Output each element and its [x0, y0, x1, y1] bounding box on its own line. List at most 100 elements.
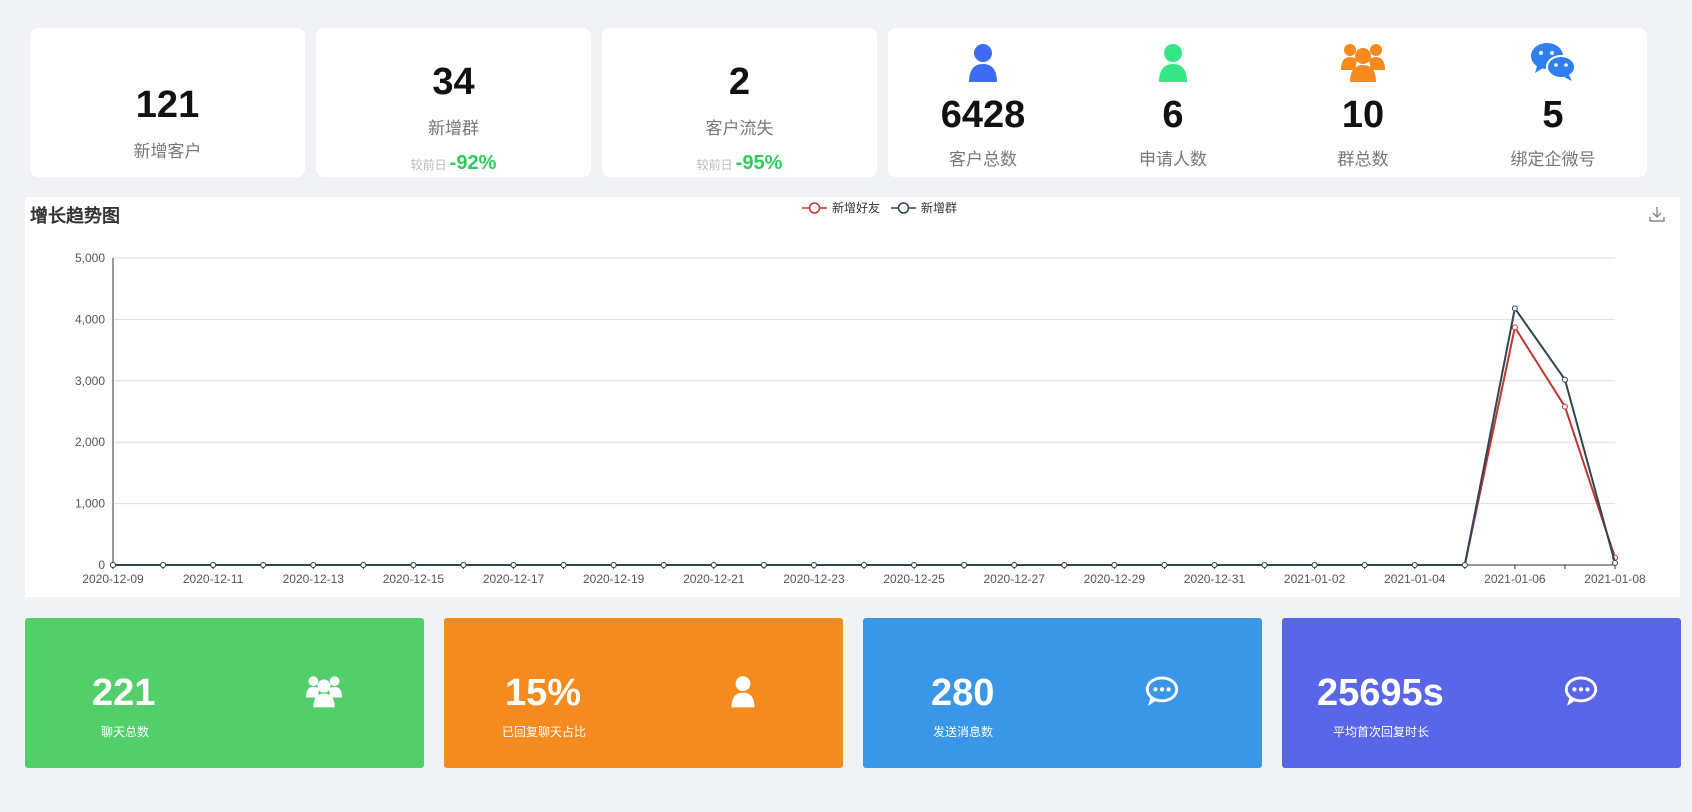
chat-icon: [1564, 676, 1598, 706]
legend-swatch-marker: [897, 202, 910, 214]
legend-label: 新增群: [921, 200, 957, 215]
x-tick-label: 2020-12-25: [883, 572, 945, 586]
user-icon: [1159, 44, 1187, 82]
summary-card: 6428 客户总数 6 申请人数 10 群总数: [888, 28, 1647, 177]
metric-label: 发送消息数: [933, 725, 994, 739]
x-tick-label: 2020-12-21: [683, 572, 745, 586]
series-line: [113, 305, 1616, 566]
summary-label: 群总数: [1337, 150, 1389, 169]
x-tick-label: 2020-12-19: [583, 572, 645, 586]
stat-value: 2: [728, 61, 751, 103]
data-point: [1561, 403, 1568, 410]
metric-avg-first-reply: 25695s 平均首次回复时长: [1282, 618, 1681, 768]
data-point: [961, 562, 968, 568]
y-tick-label: 0: [98, 558, 105, 572]
metric-total-chats: 221 聊天总数: [25, 618, 424, 768]
data-point: [911, 562, 918, 568]
summary-label: 申请人数: [1139, 150, 1207, 169]
summary-value: 10: [1341, 94, 1385, 136]
summary-value: 6: [1162, 94, 1184, 136]
summary-total-groups: 10 群总数: [1268, 28, 1458, 177]
stat-card-new-groups: 34 新增群 较前日 -92%: [316, 28, 591, 177]
stat-label: 新增群: [428, 119, 479, 138]
data-point: [1411, 562, 1418, 568]
summary-total-customers: 6428 客户总数: [888, 28, 1078, 177]
wechat-icon: [1531, 43, 1575, 81]
data-point: [510, 562, 517, 568]
metric-replied-ratio: 15% 已回复聊天占比: [444, 618, 843, 768]
data-point: [1261, 562, 1268, 568]
stat-value: 121: [135, 84, 200, 126]
data-point: [810, 562, 817, 568]
metric-value: 25695s: [1317, 672, 1444, 714]
data-point: [1511, 305, 1518, 312]
summary-applicants: 6 申请人数: [1078, 28, 1268, 177]
data-point: [1461, 562, 1468, 568]
x-tick-label: 2021-01-08: [1584, 572, 1646, 586]
stat-compare: 较前日 -92%: [316, 153, 591, 173]
stat-label: 客户流失: [705, 119, 774, 138]
stat-card-customer-loss: 2 客户流失 较前日 -95%: [602, 28, 877, 177]
download-icon[interactable]: [1648, 205, 1666, 223]
line-chart: 0 1,000 2,000 3,000 4,000 5,000 2020-12-09 2020…: [75, 200, 1646, 586]
data-point: [360, 562, 367, 568]
user-icon: [969, 44, 997, 82]
compare-label: 较前日: [410, 158, 447, 172]
data-point: [310, 562, 317, 568]
stat-compare: 较前日 -95%: [602, 153, 877, 173]
growth-trend-chart-panel: 增长趋势图 0 1,000 2,000 3,000 4,000 5,000 2020-12-…: [25, 197, 1680, 597]
data-point: [210, 562, 217, 568]
metric-value: 15%: [505, 672, 582, 714]
x-tick-label: 2021-01-04: [1384, 572, 1446, 586]
data-point: [460, 562, 467, 568]
summary-bound-wecom: 5 绑定企微号: [1458, 28, 1648, 177]
y-tick-label: 2,000: [75, 435, 105, 449]
group-icon: [1341, 44, 1385, 82]
y-tick-label: 1,000: [75, 497, 105, 511]
group-icon: [306, 676, 342, 708]
compare-value: -92%: [449, 152, 497, 174]
legend-label: 新增好友: [832, 200, 880, 215]
data-point: [160, 562, 167, 568]
x-tick-label: 2021-01-06: [1484, 572, 1546, 586]
data-point: [1061, 562, 1068, 568]
stat-value: 34: [432, 61, 475, 103]
data-point: [1011, 562, 1018, 568]
chat-icon: [1145, 676, 1179, 706]
metric-messages-sent: 280 发送消息数: [863, 618, 1262, 768]
data-point: [710, 562, 717, 568]
metric-value: 280: [931, 672, 995, 714]
x-tick-label: 2020-12-09: [82, 572, 144, 586]
data-point: [1612, 559, 1618, 566]
data-point: [1211, 562, 1218, 568]
data-point: [861, 562, 867, 568]
compare-value: -95%: [735, 152, 783, 174]
data-point: [1361, 562, 1368, 568]
metric-label: 平均首次回复时长: [1333, 725, 1430, 739]
x-tick-label: 2020-12-17: [483, 572, 545, 586]
x-tick-label: 2020-12-27: [984, 572, 1046, 586]
data-point: [260, 562, 267, 568]
chart-title: 增长趋势图: [30, 206, 120, 226]
summary-value: 6428: [940, 94, 1026, 136]
x-tick-label: 2020-12-31: [1184, 572, 1246, 586]
x-tick-label: 2020-12-11: [183, 572, 244, 586]
stat-card-new-customers: 121 新增客户: [30, 28, 305, 177]
summary-label: 绑定企微号: [1510, 150, 1596, 169]
y-tick-label: 3,000: [75, 374, 105, 388]
data-point: [410, 562, 417, 568]
x-tick-label: 2020-12-15: [383, 572, 445, 586]
metric-value: 221: [92, 672, 156, 714]
x-tick-label: 2020-12-23: [783, 572, 845, 586]
series-line: [113, 324, 1616, 566]
data-point: [760, 562, 767, 568]
data-point: [1561, 376, 1568, 383]
user-icon: [731, 676, 755, 708]
data-point: [560, 562, 567, 568]
data-point: [1311, 562, 1318, 568]
y-tick-label: 4,000: [75, 312, 105, 326]
x-tick-label: 2021-01-02: [1284, 572, 1346, 586]
data-point: [1511, 324, 1518, 331]
data-point: [110, 562, 116, 568]
x-tick-label: 2020-12-13: [283, 572, 345, 586]
